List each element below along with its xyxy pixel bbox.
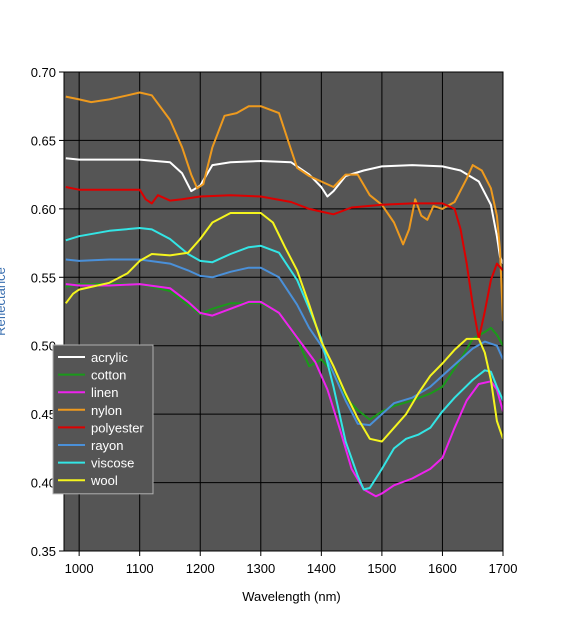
series-line-rayon: [65, 258, 503, 427]
series-line-polyester: [65, 186, 503, 340]
plot-frame: [63, 71, 504, 552]
legend-label-acrylic: acrylic: [91, 350, 128, 365]
x-tick-label: 1500: [367, 561, 396, 576]
y-tick-label: 0.40: [31, 476, 56, 491]
y-tick-label: 0.70: [31, 65, 56, 80]
x-tick-label: 1700: [489, 561, 518, 576]
legend-box: [52, 344, 154, 495]
legend-label-rayon: rayon: [91, 438, 124, 453]
series-line-acrylic: [65, 157, 503, 265]
series-line-wool: [65, 212, 503, 443]
legend-label-linen: linen: [91, 385, 118, 400]
legend-label-polyester: polyester: [91, 420, 144, 435]
x-tick-label: 1300: [246, 561, 275, 576]
y-tick-label: 0.60: [31, 202, 56, 217]
x-tick-label: 1200: [186, 561, 215, 576]
x-axis: 1000 1100 1200 1300 1400 1500 1600 1700: [65, 551, 518, 576]
x-tick-label: 1100: [126, 561, 154, 576]
y-axis-title: Reflectance: [0, 267, 8, 336]
legend-label-cotton: cotton: [91, 368, 126, 383]
legend: acrylic cotton linen nylon polyester rayon vis…: [52, 344, 154, 495]
legend-label-viscose: viscose: [91, 456, 134, 471]
y-tick-label: 0.35: [31, 544, 56, 559]
legend-label-nylon: nylon: [91, 403, 122, 418]
series-line-viscose: [65, 227, 503, 491]
x-tick-label: 1000: [65, 561, 94, 576]
series-line-nylon: [65, 91, 503, 322]
series-lines: [65, 91, 503, 498]
legend-label-wool: wool: [90, 473, 118, 488]
y-tick-label: 0.45: [31, 407, 56, 422]
x-tick-label: 1400: [307, 561, 336, 576]
y-axis: 0.35 0.40 0.45 0.50 0.55 0.60 0.65 0.70 Reflecta…: [0, 65, 64, 559]
y-tick-label: 0.65: [31, 133, 56, 148]
x-axis-title: Wavelength (nm): [242, 589, 341, 604]
series-line-linen: [65, 283, 503, 498]
y-tick-label: 0.50: [31, 339, 56, 354]
x-tick-label: 1600: [428, 561, 457, 576]
y-tick-label: 0.55: [31, 270, 56, 285]
